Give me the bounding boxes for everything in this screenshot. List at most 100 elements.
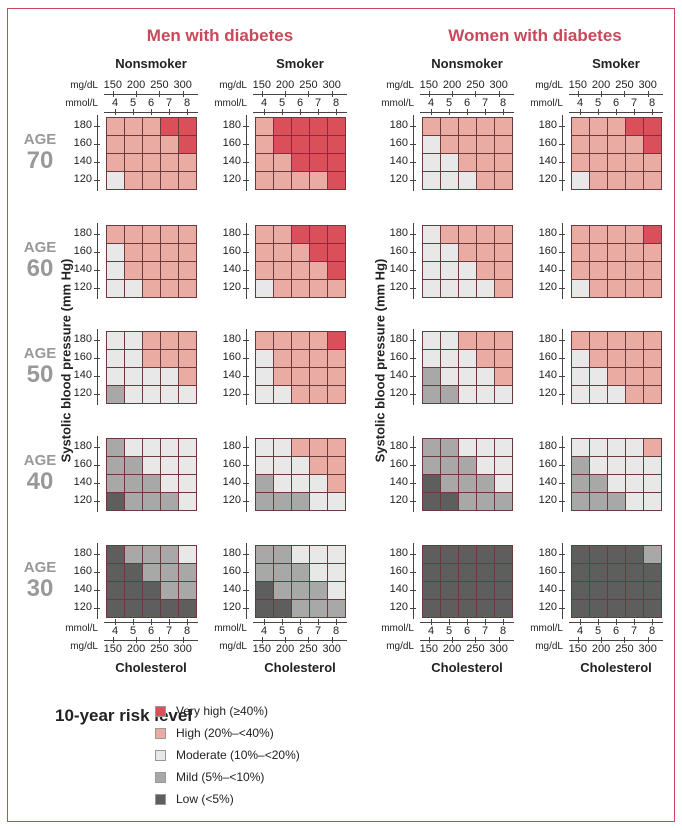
mg-tick [182,91,184,97]
risk-cell-high [495,332,513,350]
risk-cell-low [626,546,644,564]
y-axis-line [562,436,563,512]
y-tick-label: 160 [73,245,92,257]
risk-cell-high [608,136,626,154]
risk-cell-high [125,262,143,280]
y-tick [243,252,249,253]
y-tick-label: 140 [73,263,92,275]
y-tick [94,554,100,555]
risk-cell-high [590,172,608,190]
risk-cell-mild [477,493,495,511]
risk-cell-moderate [423,280,441,298]
y-tick [410,554,416,555]
mmol-tick [336,619,337,625]
mmol-tick [264,619,265,625]
risk-cell-low [590,564,608,582]
risk-grid [571,545,662,618]
risk-cell-moderate [179,493,197,511]
mmol-tick-label: 5 [129,625,137,637]
risk-cell-moderate [161,475,179,493]
y-tick-label: 120 [538,387,557,399]
risk-cell-moderate [161,368,179,386]
mmol-tick [187,109,188,115]
risk-cell-moderate [423,136,441,154]
y-tick [94,572,100,573]
y-tick-label: 180 [538,227,557,239]
mg-tick [308,91,310,97]
mmol-tick [115,109,116,115]
risk-cell-high [328,350,346,368]
y-tick [410,234,416,235]
y-tick-label: 120 [389,601,408,613]
y-tick-label: 140 [538,155,557,167]
risk-cell-mild [256,493,274,511]
risk-cell-moderate [441,350,459,368]
y-tick [559,590,565,591]
mg-tick-label: 300 [173,643,192,655]
mmol-tick [282,109,283,115]
risk-cell-high [459,136,477,154]
risk-cell-moderate [590,368,608,386]
risk-cell-high [459,332,477,350]
mg-tick [624,637,626,643]
risk-cell-high [477,136,495,154]
y-tick [243,394,249,395]
mmol-tick-label: 7 [481,97,489,109]
y-axis-line [97,223,98,299]
risk-cell-moderate [423,332,441,350]
y-tick [94,394,100,395]
mg-tick [475,91,477,97]
risk-cell-moderate [107,172,125,190]
risk-cell-mild [125,475,143,493]
mmol-tick [503,109,504,115]
risk-cell-moderate [292,457,310,475]
risk-cell-high [608,262,626,280]
risk-cell-low [608,564,626,582]
y-tick [559,234,565,235]
y-tick-label: 140 [222,263,241,275]
risk-cell-high [310,280,328,298]
y-tick-label: 160 [73,565,92,577]
risk-cell-very-high [274,118,292,136]
y-tick [410,162,416,163]
risk-cell-mild [179,564,197,582]
risk-cell-very-high [626,118,644,136]
y-tick [243,340,249,341]
risk-cell-moderate [423,226,441,244]
mg-tick-label: 250 [299,643,318,655]
y-tick [559,394,565,395]
mmol-tick [336,109,337,115]
risk-grid [571,225,662,298]
risk-cell-mild [423,386,441,404]
risk-cell-moderate [256,386,274,404]
risk-cell-high [608,154,626,172]
mmol-unit-label: mmol/L [65,623,98,634]
risk-cell-low [495,564,513,582]
risk-grid [106,545,197,618]
y-tick [243,590,249,591]
mmol-tick-label: 6 [147,97,155,109]
risk-cell-low [626,582,644,600]
y-axis-line [562,115,563,191]
mmol-tick-label: 7 [165,625,173,637]
risk-cell-mild [459,475,477,493]
y-axis-line [562,223,563,299]
risk-cell-mild [310,582,328,600]
y-tick [559,340,565,341]
risk-cell-moderate [328,546,346,564]
mmol-tick [133,109,134,115]
risk-cell-high [495,136,513,154]
y-tick [410,501,416,502]
risk-cell-high [274,172,292,190]
risk-cell-mild [107,475,125,493]
risk-cell-moderate [125,280,143,298]
risk-cell-mild [572,457,590,475]
risk-cell-moderate [572,386,590,404]
risk-cell-very-high [292,226,310,244]
risk-cell-moderate [459,262,477,280]
risk-cell-high [143,262,161,280]
risk-cell-low [441,600,459,618]
mmol-tick-label: 8 [648,625,656,637]
risk-cell-high [274,280,292,298]
risk-cell-high [310,262,328,280]
